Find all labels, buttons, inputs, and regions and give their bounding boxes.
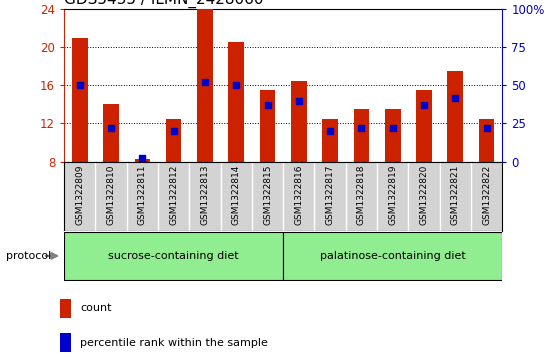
Text: GSM1322817: GSM1322817 [326,165,335,225]
Text: GSM1322822: GSM1322822 [482,165,491,225]
Point [295,98,304,103]
Point [388,125,397,131]
Text: GSM1322813: GSM1322813 [200,165,209,225]
Text: GSM1322810: GSM1322810 [107,165,116,225]
Bar [416,90,432,162]
Point [451,95,460,101]
Bar [166,119,181,162]
Text: protocol: protocol [6,251,51,261]
Text: GSM1322816: GSM1322816 [294,165,304,225]
Point [420,102,429,108]
Bar [448,71,463,162]
Bar [291,81,307,162]
Text: palatinose-containing diet: palatinose-containing diet [320,251,465,261]
Bar [354,109,369,162]
Point [75,82,84,88]
Bar [283,232,502,280]
Point [482,125,491,131]
Text: GDS5435 / ILMN_2428060: GDS5435 / ILMN_2428060 [64,0,264,8]
Point [357,125,366,131]
Text: GSM1322809: GSM1322809 [75,165,84,225]
Point [326,128,335,134]
Text: GSM1322814: GSM1322814 [232,165,240,225]
Bar [259,90,275,162]
Bar [197,9,213,162]
Bar [60,299,71,318]
Point [169,128,178,134]
Text: percentile rank within the sample: percentile rank within the sample [80,338,268,348]
Text: GSM1322821: GSM1322821 [451,165,460,225]
Text: count: count [80,303,112,313]
Bar [103,104,119,162]
Text: GSM1322818: GSM1322818 [357,165,366,225]
Bar [323,119,338,162]
Text: GSM1322815: GSM1322815 [263,165,272,225]
Bar [228,42,244,162]
Point [107,125,116,131]
Text: GSM1322811: GSM1322811 [138,165,147,225]
Point [232,82,240,88]
Text: GSM1322819: GSM1322819 [388,165,397,225]
Bar [385,109,401,162]
Bar [60,333,71,352]
Text: GSM1322812: GSM1322812 [169,165,178,225]
Bar [72,38,88,162]
Bar [479,119,494,162]
Point [200,79,209,85]
Text: GSM1322820: GSM1322820 [420,165,429,225]
Point [138,156,147,162]
Bar [64,232,283,280]
Point [263,102,272,108]
Text: sucrose-containing diet: sucrose-containing diet [108,251,239,261]
Bar [134,159,150,162]
